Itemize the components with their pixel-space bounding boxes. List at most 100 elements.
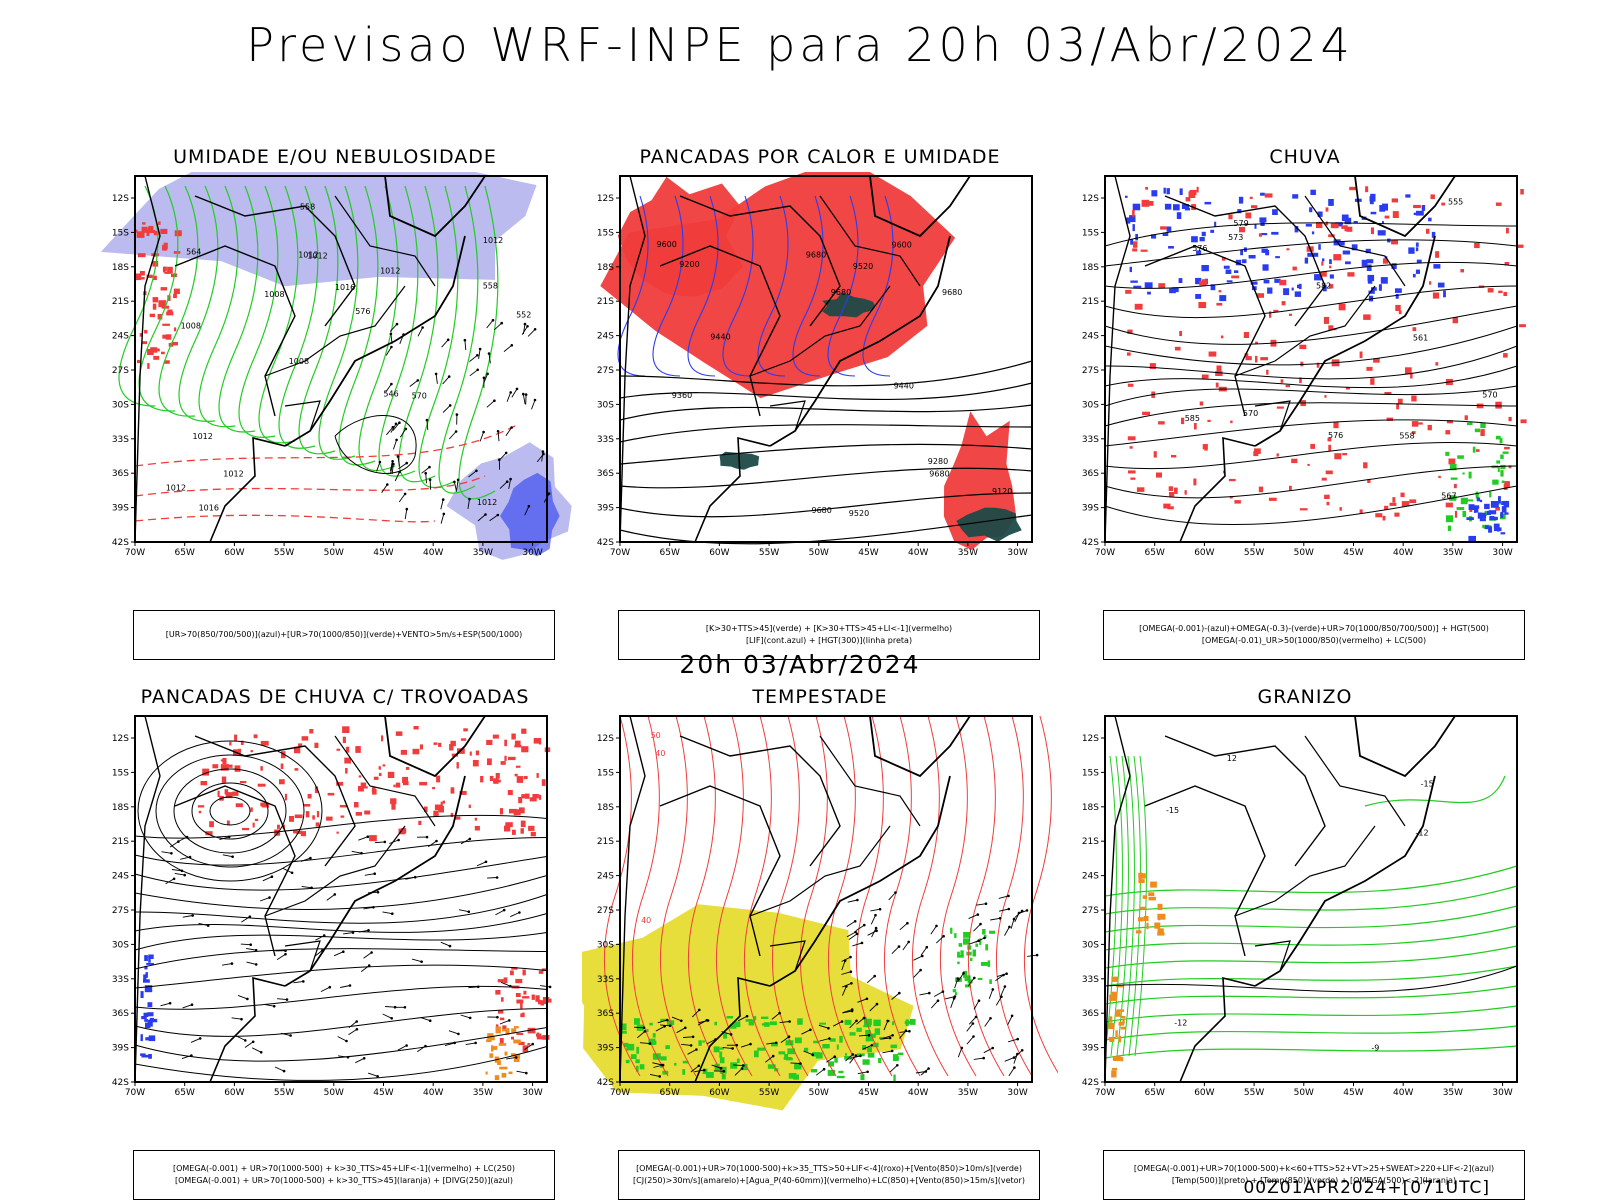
wind-arrow [655,1025,665,1032]
wind-arrow-head [370,951,373,954]
contour-line [1104,945,1518,969]
lat-label: 30S [1082,940,1099,950]
lat-label: 12S [597,734,614,744]
field-speckle [279,779,285,785]
wind-arrow-head [405,507,409,511]
wind-arrow [364,873,375,876]
wind-arrow-head [421,326,424,329]
field-speckle [147,229,156,233]
field-speckle [459,790,467,795]
contour-line [1104,885,1518,915]
lat-label: 15S [597,228,614,238]
contour-line [284,775,466,987]
field-speckle [1285,384,1291,388]
field-shading [500,472,560,557]
field-speckle [1310,443,1315,449]
field-speckle [1201,231,1206,237]
contour-line [1104,925,1518,951]
field-speckle [1397,398,1403,404]
contour-value-label: 576 [355,307,370,316]
field-speckle [536,1036,544,1040]
field-speckle [1136,487,1145,492]
legend-line: [OMEGA(-0.001)+UR>70(1000-500)+k>35_TTS>… [636,1164,1022,1173]
wind-arrow [274,1066,285,1072]
wind-arrow [976,903,987,906]
wind-arrow-head [722,1069,726,1073]
field-speckle [1501,506,1507,513]
field-speckle [1475,449,1480,452]
field-speckle [326,816,333,821]
lat-label: 33S [597,975,614,985]
field-speckle [1237,209,1242,214]
wind-arrow-head [888,1036,892,1040]
contour-line [1104,385,1518,407]
lon-label: 35W [958,1088,978,1098]
contour-line [1104,222,1518,247]
wind-arrow [389,461,394,472]
contour-value-label: -15 [1421,780,1434,789]
wind-arrow [888,892,896,901]
wind-arrow-head [983,936,986,940]
field-speckle [836,1044,839,1050]
contour-line [769,940,806,972]
field-speckle [794,1063,802,1070]
contour-value-label: 1012 [307,252,327,261]
field-speckle [1394,512,1400,517]
field-speckle [144,329,148,334]
field-speckle [1150,881,1157,888]
wind-arrow-head [322,934,326,937]
wind-arrow [280,1032,291,1036]
field-speckle [748,1019,755,1026]
field-speckle [521,728,527,734]
contour-value-label: 1008 [181,322,201,331]
field-speckle [1135,930,1142,934]
lon-label: 35W [473,548,493,558]
wind-arrow-head [703,1068,706,1072]
wind-arrow-head [976,913,980,916]
wind-arrow-head [394,422,398,426]
field-speckle [957,961,960,965]
field-speckle [450,812,454,817]
wind-arrow [293,980,304,984]
contour-line [174,245,296,417]
field-speckle [819,1022,826,1025]
wind-arrow-head [453,480,456,484]
wind-arrow [930,1000,939,1009]
field-speckle [390,798,397,805]
field-speckle [362,786,368,789]
field-speckle [892,1021,895,1026]
wind-arrow [358,929,369,933]
wind-arrow [315,935,325,941]
wind-arrow [505,427,512,437]
field-speckle [418,820,422,825]
field-speckle [719,1057,725,1064]
field-speckle [1196,186,1199,193]
field-speckle [1126,352,1131,356]
wind-arrow-head [289,1034,292,1037]
field-speckle [1299,377,1302,384]
wind-arrow-head [441,498,445,501]
wind-arrow [511,388,518,398]
wind-arrow-head [865,997,869,1001]
wind-arrow-head [391,425,395,429]
wind-arrow-head [828,1037,831,1040]
field-speckle [761,1016,769,1019]
field-speckle [785,1040,794,1046]
field-speckle [252,822,255,828]
field-speckle [963,938,970,945]
field-speckle [860,1074,865,1081]
field-speckle [508,756,516,761]
legend-line: [OMEGA(-0.001) + UR>70(1000-500) + k>30_… [174,1176,514,1185]
wind-arrow [476,861,487,867]
wind-arrow-head [249,943,252,946]
field-speckle [1338,303,1346,311]
field-speckle [512,829,516,835]
field-speckle [965,984,971,988]
field-speckle [528,825,535,831]
lat-label: 15S [597,768,614,778]
contour-line [264,285,406,377]
field-speckle [1254,224,1257,229]
